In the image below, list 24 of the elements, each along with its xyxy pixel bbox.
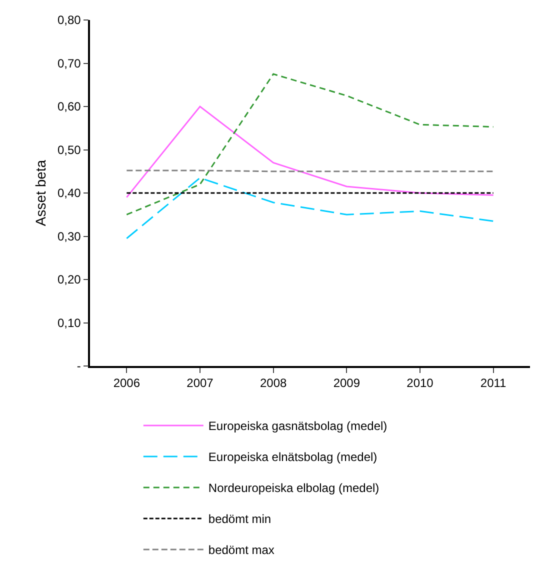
legend-label: Europeiska gasnätsbolag (medel) <box>208 419 388 434</box>
y-tick-label: 0,50 <box>57 142 82 157</box>
legend-label: Nordeuropeiska elbolag (medel) <box>208 481 380 496</box>
y-axis-title: Asset beta <box>32 160 49 226</box>
y-tick-label: 0,30 <box>57 229 82 244</box>
legend-label: Europeiska elnätsbolag (medel) <box>208 450 378 464</box>
line-series <box>126 73 494 216</box>
y-tick-label: 0,60 <box>57 100 82 114</box>
y-tick-label: - <box>76 359 81 374</box>
x-tick-label: 2008 <box>260 376 287 390</box>
legend-label: bedömt min <box>208 512 272 526</box>
x-tick-label: 2010 <box>406 376 434 390</box>
y-tick-label: 0,20 <box>57 272 82 287</box>
y-tick-label: 0,10 <box>57 316 82 330</box>
line-series <box>126 106 494 198</box>
line-series <box>126 177 494 240</box>
x-tick-label: 2011 <box>480 376 507 390</box>
x-tick-label: 2006 <box>113 376 140 390</box>
legend-label: bedömt max <box>208 543 274 558</box>
x-tick-label: 2007 <box>186 376 214 390</box>
x-tick-label: 2009 <box>333 376 360 390</box>
y-tick-label: 0,40 <box>57 186 82 200</box>
y-tick-label: 0,70 <box>57 56 82 70</box>
y-tick-label: 0,80 <box>57 13 82 28</box>
